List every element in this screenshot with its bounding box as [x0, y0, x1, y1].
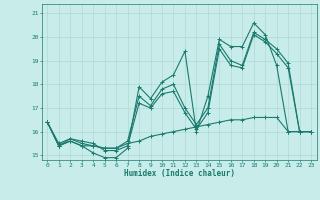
X-axis label: Humidex (Indice chaleur): Humidex (Indice chaleur) [124, 169, 235, 178]
